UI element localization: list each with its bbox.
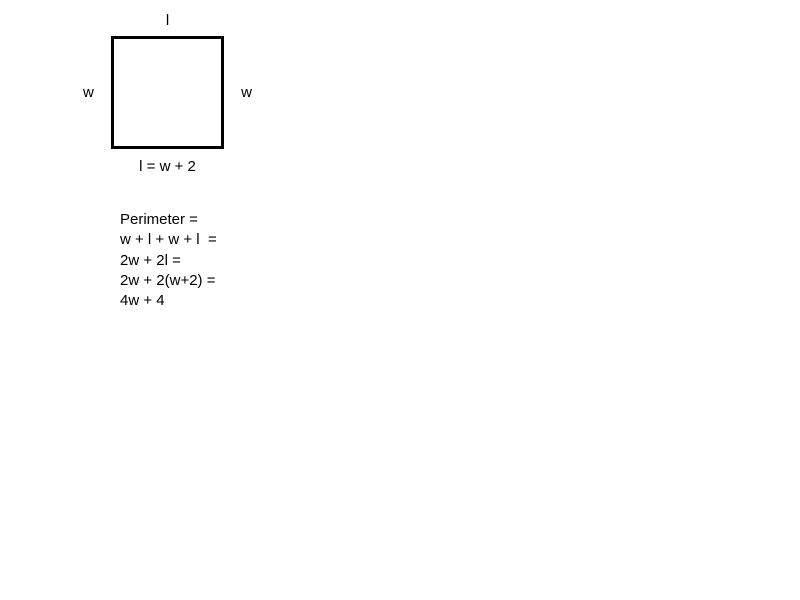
- label-right-width: w: [241, 20, 252, 165]
- label-top-length: l: [95, 12, 240, 29]
- derivation-line: 2w + 2(w+2) =: [120, 271, 217, 291]
- derivation-line: w + l + w + l =: [120, 230, 217, 250]
- rectangle-shape: [111, 36, 224, 149]
- perimeter-derivation: Perimeter = w + l + w + l = 2w + 2l = 2w…: [120, 210, 217, 311]
- derivation-title: Perimeter =: [120, 210, 217, 230]
- label-left-width: w: [83, 20, 94, 165]
- derivation-line: 4w + 4: [120, 291, 217, 311]
- derivation-line: 2w + 2l =: [120, 251, 217, 271]
- rectangle-diagram: l w w l = w + 2: [95, 20, 240, 165]
- label-bottom-equation: l = w + 2: [95, 158, 240, 175]
- rectangle-wrapper: l w w l = w + 2: [95, 20, 240, 165]
